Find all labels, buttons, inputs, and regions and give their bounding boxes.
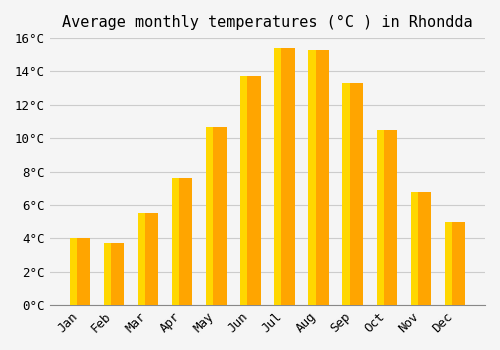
Bar: [445, 222, 465, 305]
Bar: [410, 191, 418, 305]
Bar: [342, 83, 349, 305]
Bar: [138, 213, 158, 305]
Bar: [274, 48, 294, 305]
Bar: [376, 130, 384, 305]
Bar: [70, 238, 90, 305]
Title: Average monthly temperatures (°C ) in Rhondda: Average monthly temperatures (°C ) in Rh…: [62, 15, 472, 30]
Bar: [240, 77, 248, 305]
Bar: [308, 50, 329, 305]
Bar: [172, 178, 193, 305]
Bar: [376, 130, 397, 305]
Bar: [445, 222, 452, 305]
Bar: [308, 50, 316, 305]
Bar: [104, 243, 111, 305]
Bar: [206, 127, 213, 305]
Bar: [206, 127, 227, 305]
Bar: [274, 48, 281, 305]
Bar: [172, 178, 179, 305]
Bar: [138, 213, 145, 305]
Bar: [240, 77, 260, 305]
Bar: [342, 83, 363, 305]
Bar: [104, 243, 124, 305]
Bar: [70, 238, 77, 305]
Bar: [410, 191, 431, 305]
